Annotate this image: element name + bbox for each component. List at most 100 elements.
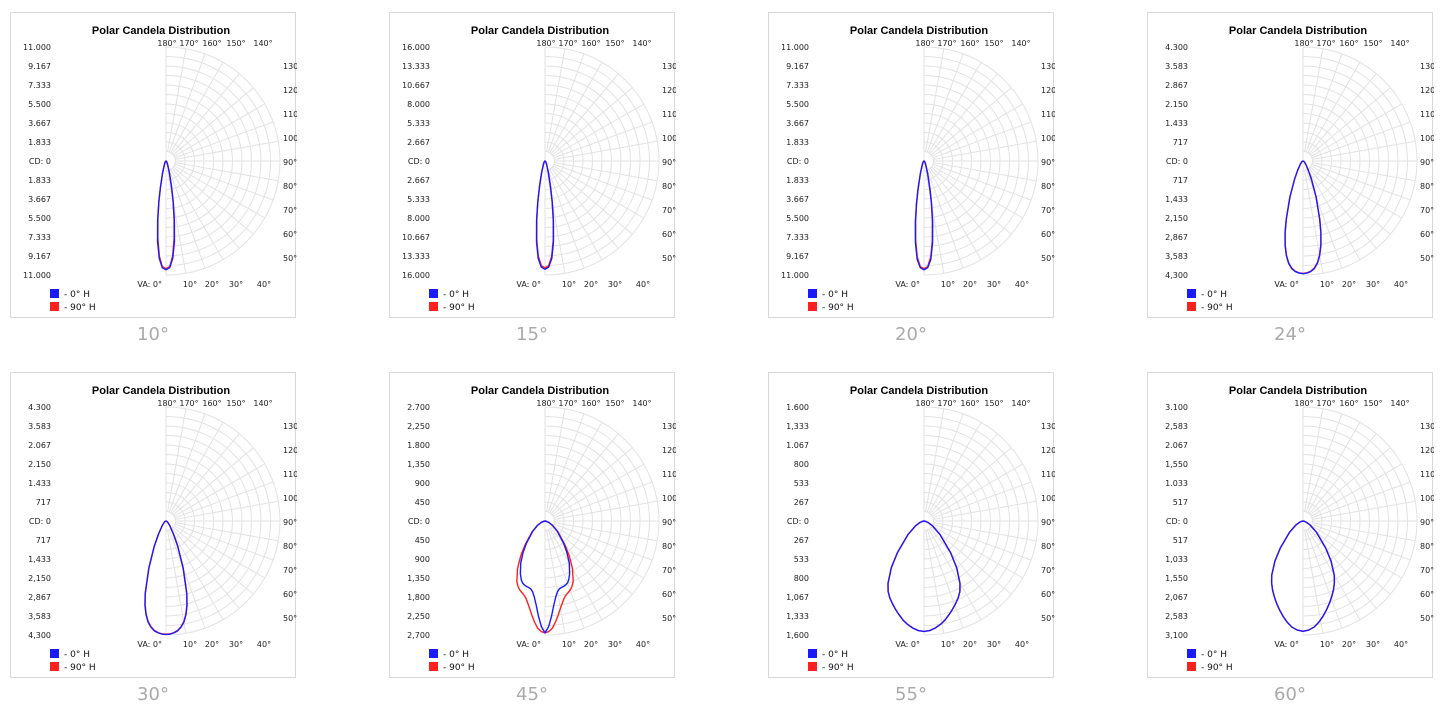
angle-label-bottom: 20° [584, 280, 598, 289]
cd-tick-label: 5.333 [407, 195, 430, 204]
cd-tick-label: 5.500 [28, 214, 51, 223]
angle-label-bottom: 20° [963, 280, 977, 289]
cd-tick-label: 4.300 [28, 403, 51, 412]
angle-label-right: 80° [283, 542, 297, 551]
cd-tick-label: 1.833 [28, 176, 51, 185]
cd-tick-label: 9.167 [786, 62, 809, 71]
angle-label-top: 150° [226, 39, 245, 48]
cd-tick-label: 2.067 [1165, 441, 1188, 450]
angle-label-right: 100° [1420, 494, 1434, 503]
cd-tick-label: 800 [794, 460, 809, 469]
cd-tick-label: 1,550 [1165, 460, 1188, 469]
chart-panel: Polar Candela Distribution 2.700 2,250 1.80… [389, 372, 675, 678]
angle-label-right: 50° [1420, 254, 1434, 263]
angle-label-bottom: 20° [205, 640, 219, 649]
polar-chart: Polar Candela Distribution4.3003.5832.06… [11, 373, 297, 679]
angle-label-bottom: 10° [562, 640, 576, 649]
angle-label-bottom: 40° [1015, 640, 1029, 649]
cd-center-label: CD: 0 [408, 157, 430, 166]
angle-label-bottom: VA: 0° [1274, 280, 1299, 289]
grid-spoke [926, 409, 944, 512]
angle-label-top: 180° [536, 399, 555, 408]
angle-label-right: 50° [1041, 254, 1055, 263]
angle-label-right: 130° [1420, 62, 1434, 71]
angle-label-right: 120° [283, 86, 297, 95]
angle-label-right: 110° [1420, 470, 1434, 479]
cd-tick-label: 1.833 [28, 138, 51, 147]
legend-swatch-90h [50, 302, 59, 311]
cd-tick-label: 1,333 [786, 612, 809, 621]
cd-tick-label: 450 [415, 536, 430, 545]
cd-tick-label: 3.667 [28, 195, 51, 204]
grid-spoke [926, 49, 944, 152]
grid-spoke [175, 163, 278, 181]
angle-label-bottom: 10° [941, 640, 955, 649]
angle-label-right: 110° [1420, 110, 1434, 119]
angle-label-bottom: 20° [584, 640, 598, 649]
angle-label-bottom: 10° [1320, 640, 1334, 649]
angle-label-bottom: VA: 0° [516, 280, 541, 289]
angle-label-top: 170° [937, 399, 956, 408]
cd-center-label: CD: 0 [1166, 517, 1188, 526]
grid-spoke [1312, 141, 1415, 159]
cd-tick-label: 533 [794, 555, 809, 564]
polar-chart: Polar Candela Distribution4.3003.5832.86… [1148, 13, 1434, 319]
angle-label-right: 120° [662, 86, 676, 95]
legend-swatch-90h [1187, 302, 1196, 311]
cd-tick-label: 1.433 [1165, 119, 1188, 128]
chart-title: Polar Candela Distribution [1229, 25, 1367, 37]
cd-tick-label: 2.867 [1165, 81, 1188, 90]
cd-tick-label: 7.333 [28, 233, 51, 242]
cd-tick-label: 2,067 [1165, 593, 1188, 602]
grid-spoke [168, 530, 186, 633]
cd-tick-label: 517 [1173, 498, 1188, 507]
cd-tick-label: 10.667 [402, 81, 430, 90]
angle-label-right: 120° [1041, 446, 1055, 455]
grid-spoke [554, 501, 657, 519]
grid-spoke [554, 523, 657, 541]
cd-tick-label: 4,300 [1165, 271, 1188, 280]
angle-label-bottom: VA: 0° [137, 640, 162, 649]
angle-label-top: 170° [558, 39, 577, 48]
cd-center-label: CD: 0 [1166, 157, 1188, 166]
cd-tick-label: 5.500 [786, 100, 809, 109]
legend-swatch-0h [429, 649, 438, 658]
angle-label-right: 70° [1420, 206, 1434, 215]
chart-caption: 20° [768, 324, 1054, 345]
angle-label-top: 150° [984, 399, 1003, 408]
angle-label-bottom: 20° [963, 640, 977, 649]
legend-label: - 0° H [443, 650, 469, 660]
cd-tick-label: 1,350 [407, 460, 430, 469]
grid-spoke [175, 141, 278, 159]
angle-label-bottom: 30° [1366, 640, 1380, 649]
legend-label: - 0° H [64, 290, 90, 300]
angle-label-right: 130° [283, 62, 297, 71]
cd-tick-label: 13.333 [402, 62, 430, 71]
angle-label-right: 60° [283, 230, 297, 239]
angle-label-top: 150° [226, 399, 245, 408]
legend-label: - 0° H [1201, 290, 1227, 300]
cd-tick-label: 13.333 [402, 252, 430, 261]
grid-spoke [933, 141, 1036, 159]
cd-tick-label: 2.067 [28, 441, 51, 450]
cd-tick-label: 2,867 [28, 593, 51, 602]
cd-tick-label: 4,300 [28, 631, 51, 640]
angle-label-right: 70° [283, 206, 297, 215]
cd-tick-label: 3.667 [786, 195, 809, 204]
angle-label-right: 100° [1041, 494, 1055, 503]
angle-label-bottom: 10° [183, 280, 197, 289]
cd-tick-label: 2,867 [1165, 233, 1188, 242]
angle-label-top: 160° [581, 399, 600, 408]
angle-label-bottom: 10° [183, 640, 197, 649]
cd-tick-label: 717 [1173, 138, 1188, 147]
angle-label-bottom: 20° [205, 280, 219, 289]
angle-label-top: 160° [1339, 39, 1358, 48]
legend: - 0° H - 90° H [808, 649, 854, 673]
polar-chart: Polar Candela Distribution2.7002,2501.80… [390, 373, 676, 679]
chart-caption: 60° [1147, 684, 1433, 705]
grid-spoke [933, 523, 1036, 541]
chart-caption: 30° [10, 684, 296, 705]
angle-label-right: 100° [283, 134, 297, 143]
angle-label-bottom: VA: 0° [1274, 640, 1299, 649]
legend: - 0° H - 90° H [1187, 649, 1233, 673]
